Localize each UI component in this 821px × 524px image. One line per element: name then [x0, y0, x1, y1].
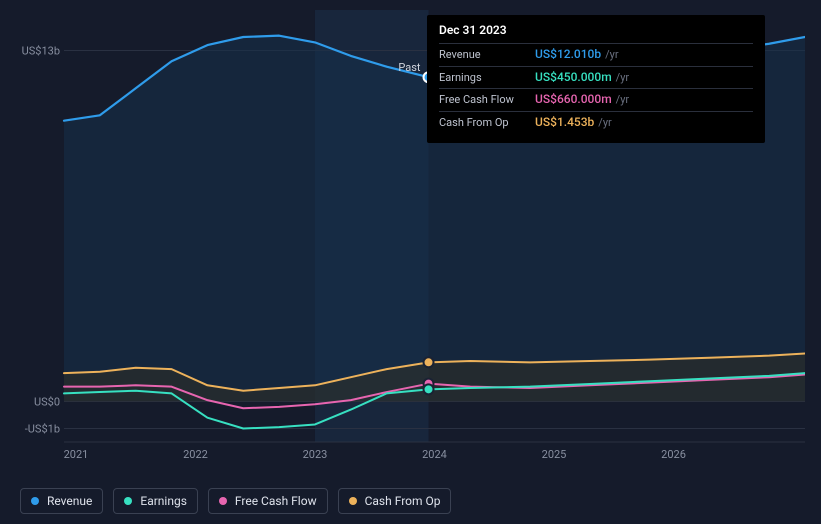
tooltip-row: Cash From OpUS$1.453b/yr [439, 111, 753, 134]
tooltip-row: RevenueUS$12.010b/yr [439, 43, 753, 66]
y-tick-label: US$13b [22, 45, 60, 58]
legend-item-cash_op[interactable]: Cash From Op [338, 488, 452, 514]
x-tick-label: 2025 [542, 448, 567, 461]
y-tick-label: US$0 [34, 396, 60, 409]
tooltip-row-value: US$1.453b [535, 115, 594, 131]
legend-dot-icon [124, 497, 132, 505]
x-tick-label: 2022 [183, 448, 208, 461]
legend-dot-icon [219, 497, 227, 505]
tooltip-row-unit: /yr [616, 71, 629, 85]
hover-tooltip: Dec 31 2023 RevenueUS$12.010b/yrEarnings… [427, 15, 765, 143]
tooltip-row: EarningsUS$450.000m/yr [439, 66, 753, 89]
marker-cash_op [424, 357, 434, 367]
legend-dot-icon [349, 497, 357, 505]
tooltip-row-unit: /yr [605, 48, 618, 62]
legend-label: Cash From Op [365, 494, 441, 508]
y-tick-label: -US$1b [25, 423, 60, 436]
marker-earnings [424, 384, 434, 394]
x-tick-label: 2026 [661, 448, 686, 461]
tooltip-row-value: US$660.000m [535, 92, 612, 108]
legend-dot-icon [31, 497, 39, 505]
legend-label: Earnings [140, 494, 187, 508]
tooltip-date: Dec 31 2023 [439, 23, 753, 37]
tooltip-row-unit: /yr [598, 116, 611, 130]
x-tick-label: 2023 [303, 448, 328, 461]
legend-label: Free Cash Flow [235, 494, 317, 508]
tooltip-row-value: US$450.000m [535, 70, 612, 86]
x-tick-label: 2024 [422, 448, 447, 461]
tooltip-row-label: Earnings [439, 71, 535, 85]
tooltip-row-value: US$12.010b [535, 47, 601, 63]
legend-item-earnings[interactable]: Earnings [113, 488, 198, 514]
tooltip-row-label: Free Cash Flow [439, 93, 535, 107]
tooltip-row-label: Cash From Op [439, 116, 535, 130]
past-label: Past [398, 61, 421, 74]
legend: Revenue Earnings Free Cash Flow Cash From O… [20, 488, 451, 514]
legend-item-free_cf[interactable]: Free Cash Flow [208, 488, 328, 514]
legend-item-revenue[interactable]: Revenue [20, 488, 103, 514]
tooltip-row: Free Cash FlowUS$660.000m/yr [439, 88, 753, 111]
legend-label: Revenue [47, 494, 92, 508]
tooltip-row-unit: /yr [616, 93, 629, 107]
x-tick-label: 2021 [64, 448, 89, 461]
tooltip-row-label: Revenue [439, 48, 535, 62]
